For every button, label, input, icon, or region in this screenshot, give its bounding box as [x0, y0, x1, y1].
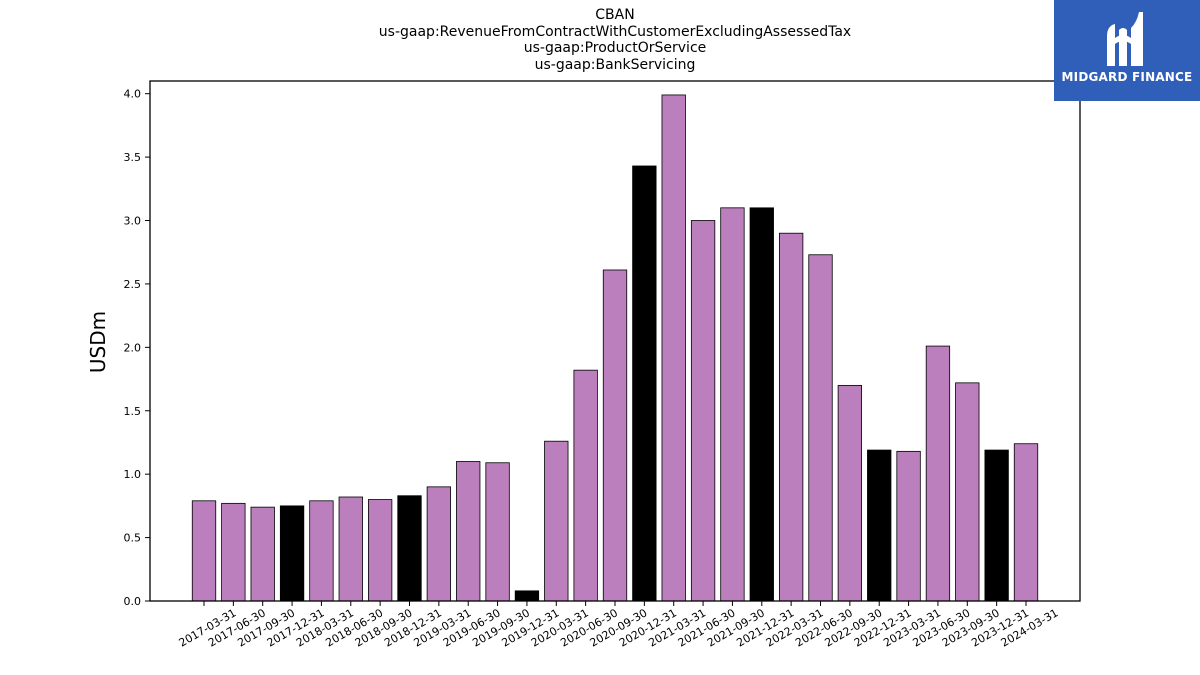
bar-2021-03-31	[661, 94, 686, 602]
bar-2021-12-31	[749, 207, 774, 602]
bar-2022-12-31	[867, 449, 892, 602]
bars-layer	[191, 94, 1039, 602]
midgard-logo-mark-icon	[1107, 12, 1143, 66]
title-line-concept: us-gaap:RevenueFromContractWithCustomerE…	[378, 23, 852, 40]
bar-2017-03-31	[191, 500, 217, 602]
bar-2022-03-31	[779, 232, 804, 602]
bar-2019-12-31	[514, 590, 540, 602]
bar-2024-03-31	[1013, 443, 1039, 602]
y-tick-label: 1.5	[124, 405, 142, 418]
chart-title: CBAN us-gaap:RevenueFromContractWithCust…	[150, 7, 1080, 73]
title-line-axis: us-gaap:ProductOrService	[523, 40, 707, 56]
bar-2018-06-30	[338, 496, 363, 602]
bar-2022-09-30	[837, 384, 862, 602]
bar-2017-12-31	[279, 505, 305, 602]
bar-2020-06-30	[573, 369, 598, 602]
bar-2022-06-30	[808, 254, 833, 602]
bar-2021-09-30	[720, 207, 745, 602]
title-line-ticker: CBAN	[595, 7, 635, 23]
y-tick-label: 2.0	[124, 341, 142, 354]
bar-2018-03-31	[309, 500, 334, 602]
y-axis-label: USDm	[86, 311, 110, 373]
bar-2018-09-30	[367, 499, 393, 602]
y-tick-label: 1.0	[124, 468, 142, 481]
bar-2020-12-31	[632, 165, 657, 602]
bar-2023-09-30	[955, 382, 980, 602]
bar-2019-09-30	[485, 462, 510, 602]
y-tick-label: 3.5	[124, 151, 142, 164]
y-tick-label: 0.5	[124, 532, 142, 545]
bar-2019-06-30	[456, 461, 481, 602]
y-tick-label: 4.0	[124, 88, 142, 101]
bar-2020-09-30	[602, 269, 628, 602]
bar-2017-06-30	[221, 502, 246, 602]
bar-2023-03-31	[896, 450, 921, 602]
title-line-member: us-gaap:BankServicing	[534, 56, 696, 73]
midgard-finance-logo: MIDGARD FINANCE	[1054, 0, 1200, 101]
logo-text: MIDGARD FINANCE	[1061, 70, 1193, 84]
y-tick-label: 0.0	[124, 595, 142, 608]
y-tick-label: 3.0	[124, 215, 142, 228]
bar-2019-03-31	[426, 486, 451, 602]
y-axis: 0.0 0.5 1.0 1.5 2.0 2.5 3.0 3.5 4.0	[124, 88, 150, 608]
bar-2023-12-31	[984, 449, 1009, 602]
x-axis: 2017-03-312017-06-302017-09-302017-12-31…	[177, 601, 1061, 650]
bar-2017-09-30	[250, 506, 275, 602]
bar-2023-06-30	[925, 345, 951, 602]
bar-2018-12-31	[397, 495, 422, 602]
y-tick-label: 2.5	[124, 278, 142, 291]
bar-2020-03-31	[544, 440, 569, 602]
bar-2021-06-30	[690, 220, 716, 602]
